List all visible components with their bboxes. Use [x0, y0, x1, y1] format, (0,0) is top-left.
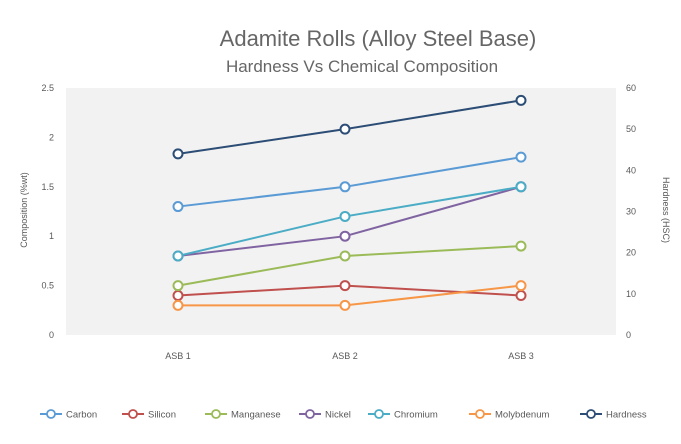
legend-label: Carbon [66, 410, 97, 421]
y-right-tick-label: 30 [626, 207, 636, 217]
y-right-tick-label: 20 [626, 248, 636, 258]
chart-title: Adamite Rolls (Alloy Steel Base) [220, 26, 537, 51]
carbon-data-point [172, 201, 184, 213]
manganese-data-point [172, 280, 184, 292]
y-right-tick-label: 60 [626, 83, 636, 93]
y-left-tick-label: 1.5 [41, 182, 54, 192]
y-right-tick-label: 50 [626, 124, 636, 134]
molybdenum-data-point [515, 280, 527, 292]
legend-label: Molybdenum [495, 410, 549, 421]
silicon-data-point [172, 289, 184, 301]
y-left-tick-label: 0.5 [41, 281, 54, 291]
y-left-tick-label: 2.5 [41, 83, 54, 93]
legend-swatch-marker [475, 409, 485, 419]
hardness-data-point [172, 148, 184, 160]
chart-subtitle: Hardness Vs Chemical Composition [226, 57, 498, 76]
carbon-data-point [339, 181, 351, 193]
legend-item-chromium: Chromium [368, 409, 438, 421]
y-right-tick-label: 0 [626, 330, 631, 340]
y-left-tick-label: 0 [49, 330, 54, 340]
molybdenum-data-point [172, 299, 184, 311]
x-tick-label: ASB 2 [332, 351, 358, 361]
legend-label: Hardness [606, 410, 647, 421]
x-tick-label: ASB 3 [508, 351, 534, 361]
y-right-tick-label: 40 [626, 165, 636, 175]
manganese-data-point [339, 250, 351, 262]
silicon-data-point [515, 289, 527, 301]
legend-swatch-marker [211, 409, 221, 419]
chromium-data-point [172, 250, 184, 262]
x-tick-label: ASB 1 [165, 351, 191, 361]
legend-item-manganese: Manganese [205, 409, 281, 421]
y-left-axis-label: Composition (%wt) [19, 172, 29, 248]
plot-area [66, 88, 616, 335]
nickel-data-point [339, 230, 351, 242]
legend-item-nickel: Nickel [299, 409, 351, 421]
chromium-data-point [515, 181, 527, 193]
molybdenum-data-point [339, 299, 351, 311]
y-right-axis-label: Hardness (HSC) [661, 177, 671, 243]
legend-item-molybdenum: Molybdenum [469, 409, 549, 421]
y-right-tick-label: 10 [626, 289, 636, 299]
y-left-tick-label: 1 [49, 231, 54, 241]
legend-label: Silicon [148, 410, 176, 421]
legend-swatch-marker [305, 409, 315, 419]
manganese-data-point [515, 240, 527, 252]
legend-swatch-marker [586, 409, 596, 419]
legend-swatch-marker [46, 409, 56, 419]
hardness-data-point [515, 94, 527, 106]
silicon-data-point [339, 280, 351, 292]
legend-item-silicon: Silicon [122, 409, 176, 421]
hardness-data-point [339, 123, 351, 135]
legend-label: Nickel [325, 410, 351, 421]
carbon-data-point [515, 151, 527, 163]
legend-item-carbon: Carbon [40, 409, 97, 421]
legend-label: Chromium [394, 410, 438, 421]
legend-swatch-marker [374, 409, 384, 419]
legend-label: Manganese [231, 410, 281, 421]
legend-item-hardness: Hardness [580, 409, 647, 421]
chromium-data-point [339, 210, 351, 222]
y-left-tick-label: 2 [49, 132, 54, 142]
legend-swatch-marker [128, 409, 138, 419]
